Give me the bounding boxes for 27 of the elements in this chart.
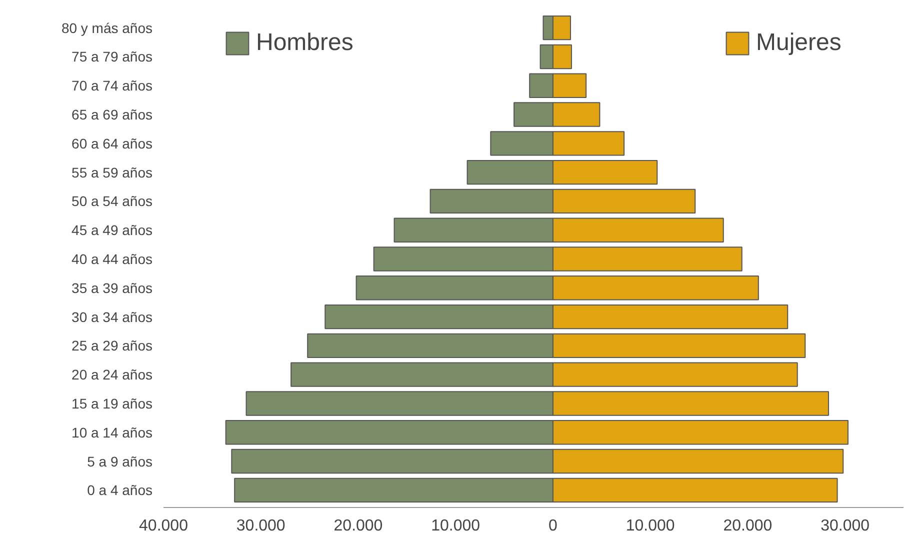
x-tick-label: 30.000 (236, 518, 286, 534)
x-tick-label: 10.000 (431, 518, 480, 534)
y-tick-label: 80 y más años (61, 20, 153, 36)
x-tick-label: 30.000 (820, 518, 870, 534)
y-tick-label: 55 a 59 años (72, 164, 153, 180)
y-tick-label: 35 a 39 años (72, 280, 153, 296)
y-tick-label: 50 a 54 años (72, 193, 153, 210)
y-tick-label: 75 a 79 años (72, 48, 153, 65)
y-tick-label: 25 a 29 años (72, 338, 153, 354)
y-tick-label: 5 a 9 años (87, 453, 153, 470)
y-tick-label: 10 a 14 años (72, 424, 153, 440)
y-tick-label: 30 a 34 años (72, 308, 153, 325)
y-tick-label: 15 a 19 años (72, 395, 153, 412)
legend-label: Hombres (256, 29, 354, 57)
y-tick-label: 20 a 24 años (72, 366, 153, 383)
legend-label: Mujeres (756, 29, 842, 57)
y-tick-label: 40 a 44 años (72, 251, 153, 267)
x-tick-label: 40.000 (139, 518, 188, 534)
x-tick-label: 20.000 (723, 518, 772, 534)
y-tick-label: 65 a 69 años (72, 106, 153, 123)
y-tick-label: 70 a 74 años (72, 78, 153, 94)
x-tick-label: 20.000 (334, 518, 383, 534)
x-tick-label: 0 (548, 518, 558, 534)
x-tick-label: 10.000 (626, 518, 675, 534)
y-tick-label: 0 a 4 años (87, 482, 153, 498)
y-tick-label: 60 a 64 años (72, 135, 153, 152)
y-tick-label: 45 a 49 años (72, 222, 153, 238)
